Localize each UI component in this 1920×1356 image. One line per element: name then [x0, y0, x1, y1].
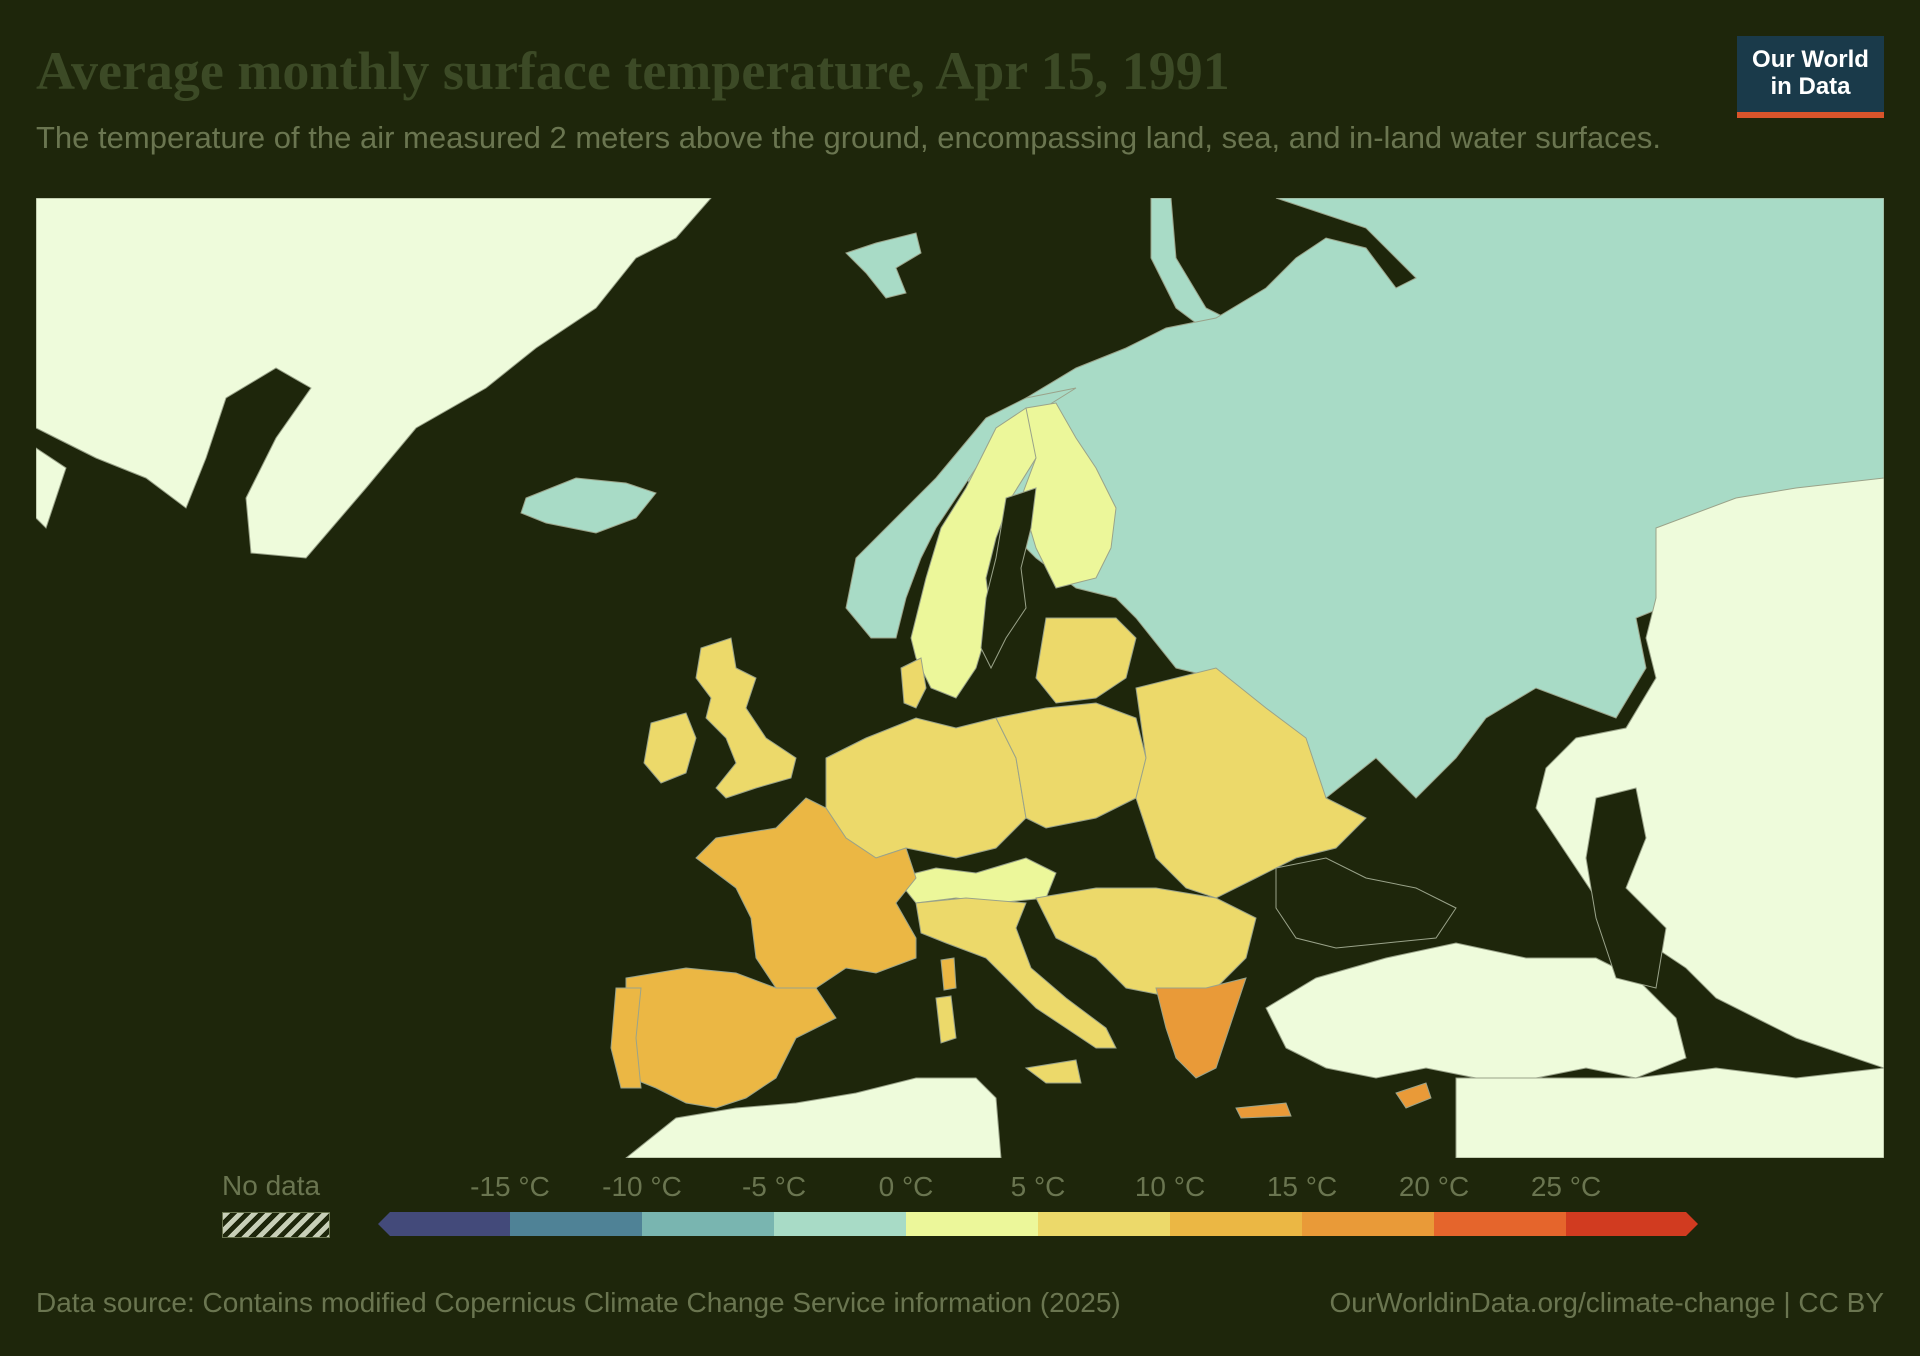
region-portugal[interactable]: [610, 987, 642, 1089]
baltic-sea: [980, 487, 1037, 670]
legend-bin[interactable]: [642, 1212, 774, 1236]
region-united-kingdom[interactable]: [695, 637, 797, 799]
region-greenland[interactable]: [35, 197, 713, 559]
legend-tick-label: 10 °C: [1135, 1171, 1205, 1202]
region-middle-east[interactable]: [1455, 1067, 1885, 1159]
color-legend: -15 °C -10 °C -5 °C 0 °C 5 °C 10 °C 15 °C 20 °C…: [378, 1171, 1698, 1236]
black-sea: [1275, 857, 1457, 949]
region-italy[interactable]: [915, 897, 1117, 1049]
region-corsica[interactable]: [940, 957, 957, 991]
legend-tick-label: 0 °C: [879, 1171, 934, 1202]
region-finland[interactable]: [1020, 402, 1117, 589]
legend-tick-label: 15 °C: [1267, 1171, 1337, 1202]
region-spain[interactable]: [625, 967, 837, 1109]
legend-bin[interactable]: [1566, 1212, 1698, 1236]
data-source: Data source: Contains modified Copernicu…: [36, 1287, 1121, 1318]
logo-line-2: in Data: [1770, 73, 1851, 100]
region-sardinia[interactable]: [935, 995, 957, 1044]
legend-bin[interactable]: [774, 1212, 906, 1236]
region-ukraine[interactable]: [1135, 667, 1367, 899]
legend-tick-label: 5 °C: [1011, 1171, 1066, 1202]
legend-bin[interactable]: [906, 1212, 1038, 1236]
region-cyprus[interactable]: [1395, 1082, 1432, 1109]
region-germany[interactable]: [825, 717, 1027, 859]
region-iceland[interactable]: [520, 477, 657, 534]
legend-bin[interactable]: [1170, 1212, 1302, 1236]
legend-bin[interactable]: [1038, 1212, 1170, 1236]
region-ireland[interactable]: [643, 712, 697, 784]
owid-logo[interactable]: Our World in Data: [1737, 36, 1884, 118]
logo-line-1: Our World: [1752, 46, 1869, 73]
legend-bin[interactable]: [1302, 1212, 1434, 1236]
legend-tick-label: 20 °C: [1399, 1171, 1469, 1202]
region-balkans[interactable]: [1035, 887, 1257, 999]
region-france[interactable]: [695, 797, 917, 989]
region-canada-island[interactable]: [35, 447, 67, 529]
no-data-label: No data: [222, 1170, 321, 1201]
region-sicily[interactable]: [1024, 1059, 1082, 1084]
source-url[interactable]: OurWorldinData.org/climate-change | CC B…: [1329, 1287, 1884, 1318]
legend-bin[interactable]: [378, 1212, 510, 1236]
region-turkey[interactable]: [1265, 942, 1687, 1079]
legend-tick-label: -5 °C: [742, 1171, 806, 1202]
region-greece[interactable]: [1155, 977, 1247, 1079]
legend-tick-label: -15 °C: [470, 1171, 550, 1202]
legend-tick-label: 25 °C: [1531, 1171, 1601, 1202]
chart-subtitle: The temperature of the air measured 2 me…: [36, 120, 1661, 155]
region-baltics[interactable]: [1035, 617, 1137, 704]
region-north-africa[interactable]: [624, 1077, 1002, 1159]
region-denmark[interactable]: [900, 657, 927, 709]
legend-bin[interactable]: [1434, 1212, 1566, 1236]
map-area[interactable]: [35, 197, 1885, 1159]
legend-tick-label: -10 °C: [602, 1171, 682, 1202]
region-svalbard[interactable]: [845, 232, 922, 299]
region-alps[interactable]: [895, 857, 1057, 904]
caspian-sea: [1585, 787, 1667, 989]
no-data-swatch: [222, 1212, 330, 1238]
region-crete[interactable]: [1235, 1102, 1292, 1119]
legend-bin[interactable]: [510, 1212, 642, 1236]
chart-title: Average monthly surface temperature, Apr…: [36, 41, 1230, 101]
europe-map[interactable]: [35, 197, 1885, 1159]
